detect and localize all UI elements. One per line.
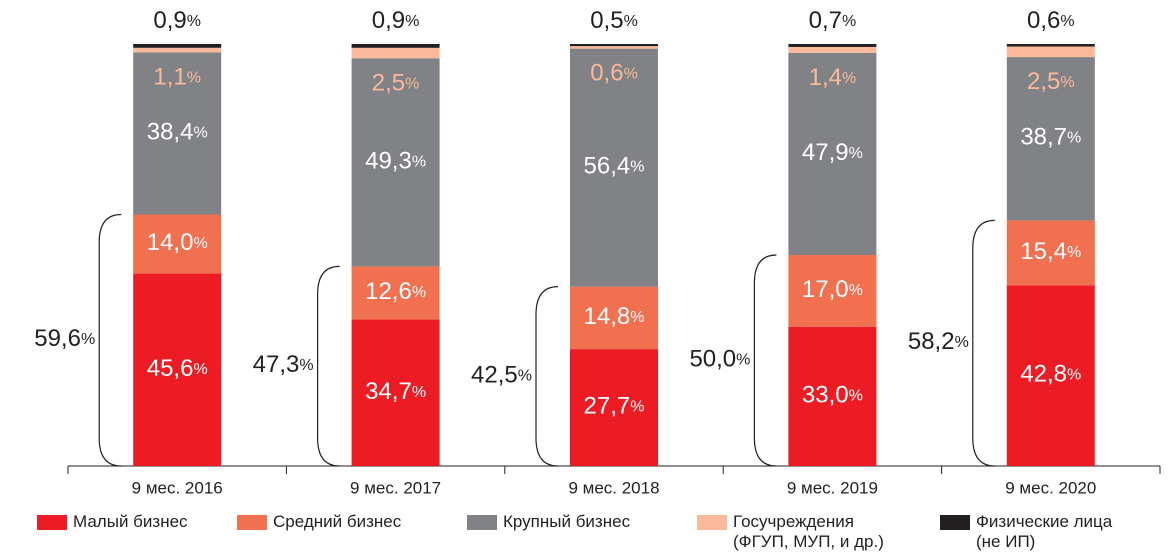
legend-label: Физические лица (не ИП) [976, 512, 1113, 551]
bar-segment [570, 44, 658, 47]
data-label: 0,5% [590, 7, 638, 34]
bar-segment [788, 44, 877, 47]
x-tick-label: 9 мес. 2017 [350, 478, 441, 497]
legend-label: Крупный бизнес [503, 512, 631, 531]
data-label: 0,9% [153, 7, 201, 34]
bar-segment [570, 286, 658, 350]
bar-segment [1006, 57, 1095, 221]
bar-segment [351, 58, 440, 267]
bar-segment [133, 52, 222, 215]
bar-segment [133, 273, 222, 466]
data-label: 15,4% [1020, 238, 1081, 265]
data-label: 42,8% [1020, 361, 1081, 388]
bar-segment [1006, 285, 1095, 466]
data-label: 27,7% [584, 393, 645, 420]
bar-segment [351, 47, 440, 59]
bracket-label: 58,2% [908, 329, 969, 356]
bar-segment [133, 47, 222, 53]
legend-swatch [467, 515, 497, 530]
bar-segment [1006, 220, 1095, 286]
data-label: 2,5% [1027, 68, 1075, 95]
bar-segment [1006, 44, 1095, 47]
bracket-label: 42,5% [471, 362, 532, 389]
bar-segment [351, 44, 440, 48]
x-tick-label: 9 мес. 2016 [132, 478, 223, 497]
data-label: 49,3% [365, 148, 426, 175]
data-label: 33,0% [802, 382, 863, 409]
data-label: 14,8% [584, 303, 645, 330]
data-label: 38,7% [1020, 124, 1081, 151]
bracket-label: 59,6% [34, 326, 95, 353]
bar-segment [133, 44, 222, 48]
bar-segment [788, 326, 877, 466]
bar-segment [788, 46, 877, 53]
data-label: 1,4% [809, 64, 857, 91]
data-label: 0,6% [590, 60, 638, 87]
data-label: 2,5% [372, 70, 420, 97]
data-label: 17,0% [802, 276, 863, 303]
x-tick-label: 9 мес. 2018 [568, 478, 659, 497]
data-label: 38,4% [147, 119, 208, 146]
bar-segment [788, 52, 877, 255]
data-label: 12,6% [365, 278, 426, 305]
data-label: 0,7% [809, 7, 857, 34]
bar-segment [351, 319, 440, 466]
data-label: 14,0% [147, 229, 208, 256]
bracket [753, 254, 777, 467]
bracket-label: 50,0% [689, 346, 750, 373]
legend-swatch [237, 515, 267, 530]
data-label: 47,9% [802, 139, 863, 166]
data-label: 56,4% [584, 153, 645, 180]
bracket [535, 286, 559, 467]
legend-label: Малый бизнес [73, 512, 188, 531]
bracket-label: 47,3% [253, 352, 314, 379]
bracket [317, 265, 340, 467]
bar-segment [351, 266, 440, 320]
x-tick-label: 9 мес. 2019 [787, 478, 878, 497]
bracket [98, 213, 122, 467]
data-label: 34,7% [365, 378, 426, 405]
legend-swatch [940, 515, 970, 530]
legend-label: Средний бизнес [273, 512, 402, 531]
bar-segment [570, 349, 658, 466]
bar-segment [570, 48, 658, 287]
bracket [972, 219, 995, 467]
data-label: 0,6% [1027, 7, 1075, 34]
bar-segment [133, 214, 222, 274]
legend-label: Госучреждения (ФГУП, МУП, и др.) [733, 512, 884, 551]
bar-segment [788, 255, 877, 327]
data-label: 0,9% [372, 7, 420, 34]
data-label: 45,6% [147, 355, 208, 382]
legend-swatch [697, 515, 727, 530]
bar-segment [1006, 46, 1095, 58]
x-tick-label: 9 мес. 2020 [1005, 478, 1096, 497]
bar-segment [570, 46, 658, 49]
legend-swatch [37, 515, 67, 530]
data-label: 1,1% [153, 64, 201, 91]
